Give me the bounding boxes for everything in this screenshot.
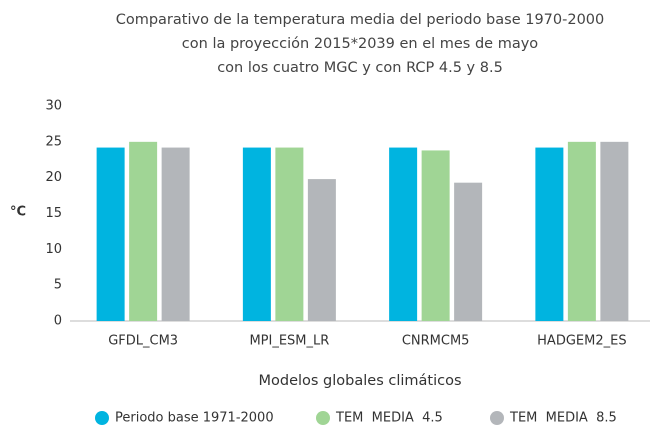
chart-title: con la proyección 2015*2039 en el mes de…: [182, 36, 539, 52]
x-axis-label: Modelos globales climáticos: [258, 373, 461, 389]
legend-marker: [316, 411, 330, 425]
y-tick-label: 25: [45, 134, 62, 149]
y-tick-label: 15: [45, 206, 62, 221]
bar: [275, 147, 304, 321]
bar: [96, 147, 125, 321]
bar: [307, 179, 336, 321]
bar: [535, 147, 564, 321]
y-tick-label: 5: [54, 278, 62, 293]
x-tick-label: HADGEM2_ES: [537, 334, 626, 349]
bar: [600, 141, 629, 321]
legend-marker: [490, 411, 504, 425]
bar: [389, 147, 418, 321]
chart-title: con los cuatro MGC y con RCP 4.5 y 8.5: [217, 60, 503, 76]
bar: [242, 147, 271, 321]
y-axis-label: °C: [10, 205, 26, 220]
x-tick-label: CNRMCM5: [402, 334, 470, 349]
y-tick-label: 30: [45, 99, 62, 114]
x-tick-label: MPI_ESM_LR: [249, 334, 329, 349]
legend-label: TEM MEDIA 4.5: [335, 411, 443, 426]
y-tick-label: 10: [45, 242, 62, 257]
legend-marker: [95, 411, 109, 425]
bar: [421, 150, 450, 321]
bar: [454, 182, 483, 321]
legend-label: TEM MEDIA 8.5: [509, 411, 617, 426]
bar: [161, 147, 190, 321]
bar: [129, 141, 158, 321]
legend-label: Periodo base 1971-2000: [115, 411, 274, 426]
bar: [567, 141, 596, 321]
x-tick-label: GFDL_CM3: [108, 334, 178, 349]
y-tick-label: 0: [54, 314, 62, 329]
y-tick-label: 20: [45, 170, 62, 185]
chart-title: Comparativo de la temperatura media del …: [116, 12, 605, 28]
